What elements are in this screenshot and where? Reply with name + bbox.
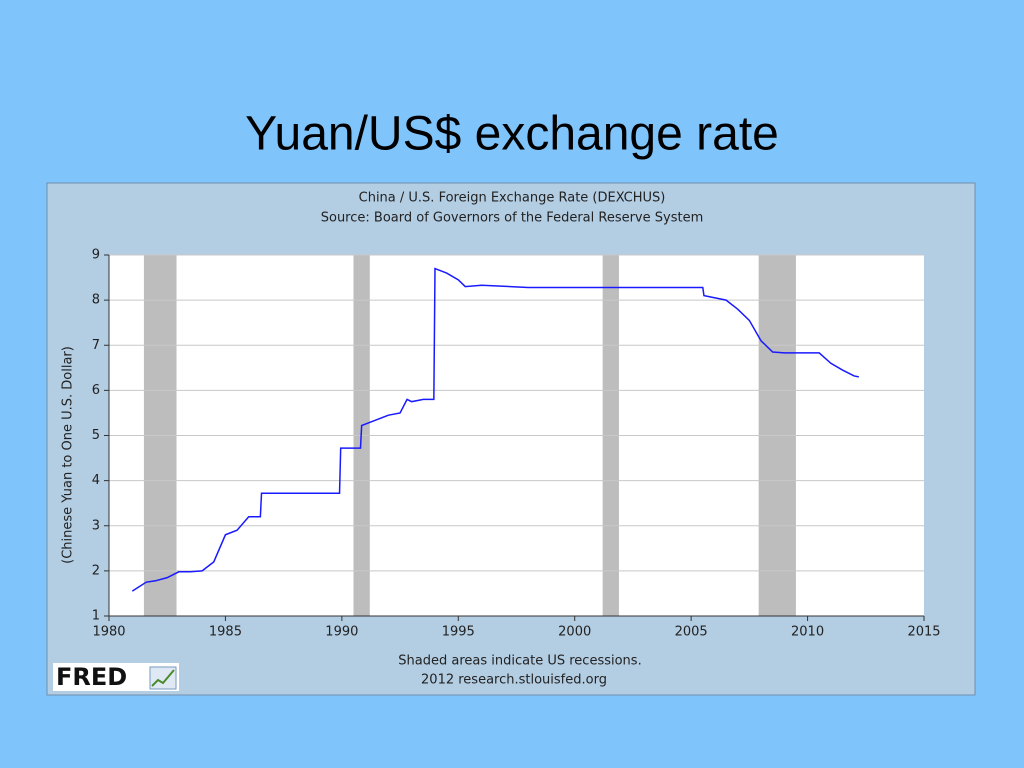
y-tick-label: 9 [92, 248, 100, 263]
x-tick-label: 2000 [558, 625, 591, 640]
data-line [131, 267, 859, 592]
y-axis-label: (Chinese Yuan to One U.S. Dollar) [61, 346, 76, 564]
note: 2012 research.stlouisfed.org [421, 673, 607, 688]
logo: FRED [56, 663, 127, 691]
x-tick-label: 1995 [442, 625, 475, 640]
logo-icon [149, 666, 177, 690]
x-tick-label: 2015 [907, 625, 940, 640]
y-tick-label: 4 [92, 473, 100, 488]
y-tick-label: 1 [92, 609, 100, 624]
note: Shaded areas indicate US recessions. [398, 654, 641, 669]
y-tick-label: 8 [92, 293, 100, 308]
y-tick-label: 6 [92, 383, 100, 398]
logo-icon-line [151, 669, 175, 687]
x-tick-label: 1990 [325, 625, 358, 640]
x-tick-label: 2010 [791, 625, 824, 640]
x-tick-label: 1980 [92, 625, 125, 640]
y-tick-label: 2 [92, 563, 100, 578]
slide-title: Yuan/US$ exchange rate [245, 108, 779, 161]
x-tick-label: 2005 [675, 625, 708, 640]
y-tick-label: 3 [92, 518, 100, 533]
y-tick-label: 5 [92, 428, 100, 443]
y-tick-label: 7 [92, 338, 100, 353]
x-tick-label: 1985 [209, 625, 242, 640]
chart-subtitle: Source: Board of Governors of the Federa… [321, 211, 704, 226]
chart-title: China / U.S. Foreign Exchange Rate (DEXC… [359, 191, 666, 206]
